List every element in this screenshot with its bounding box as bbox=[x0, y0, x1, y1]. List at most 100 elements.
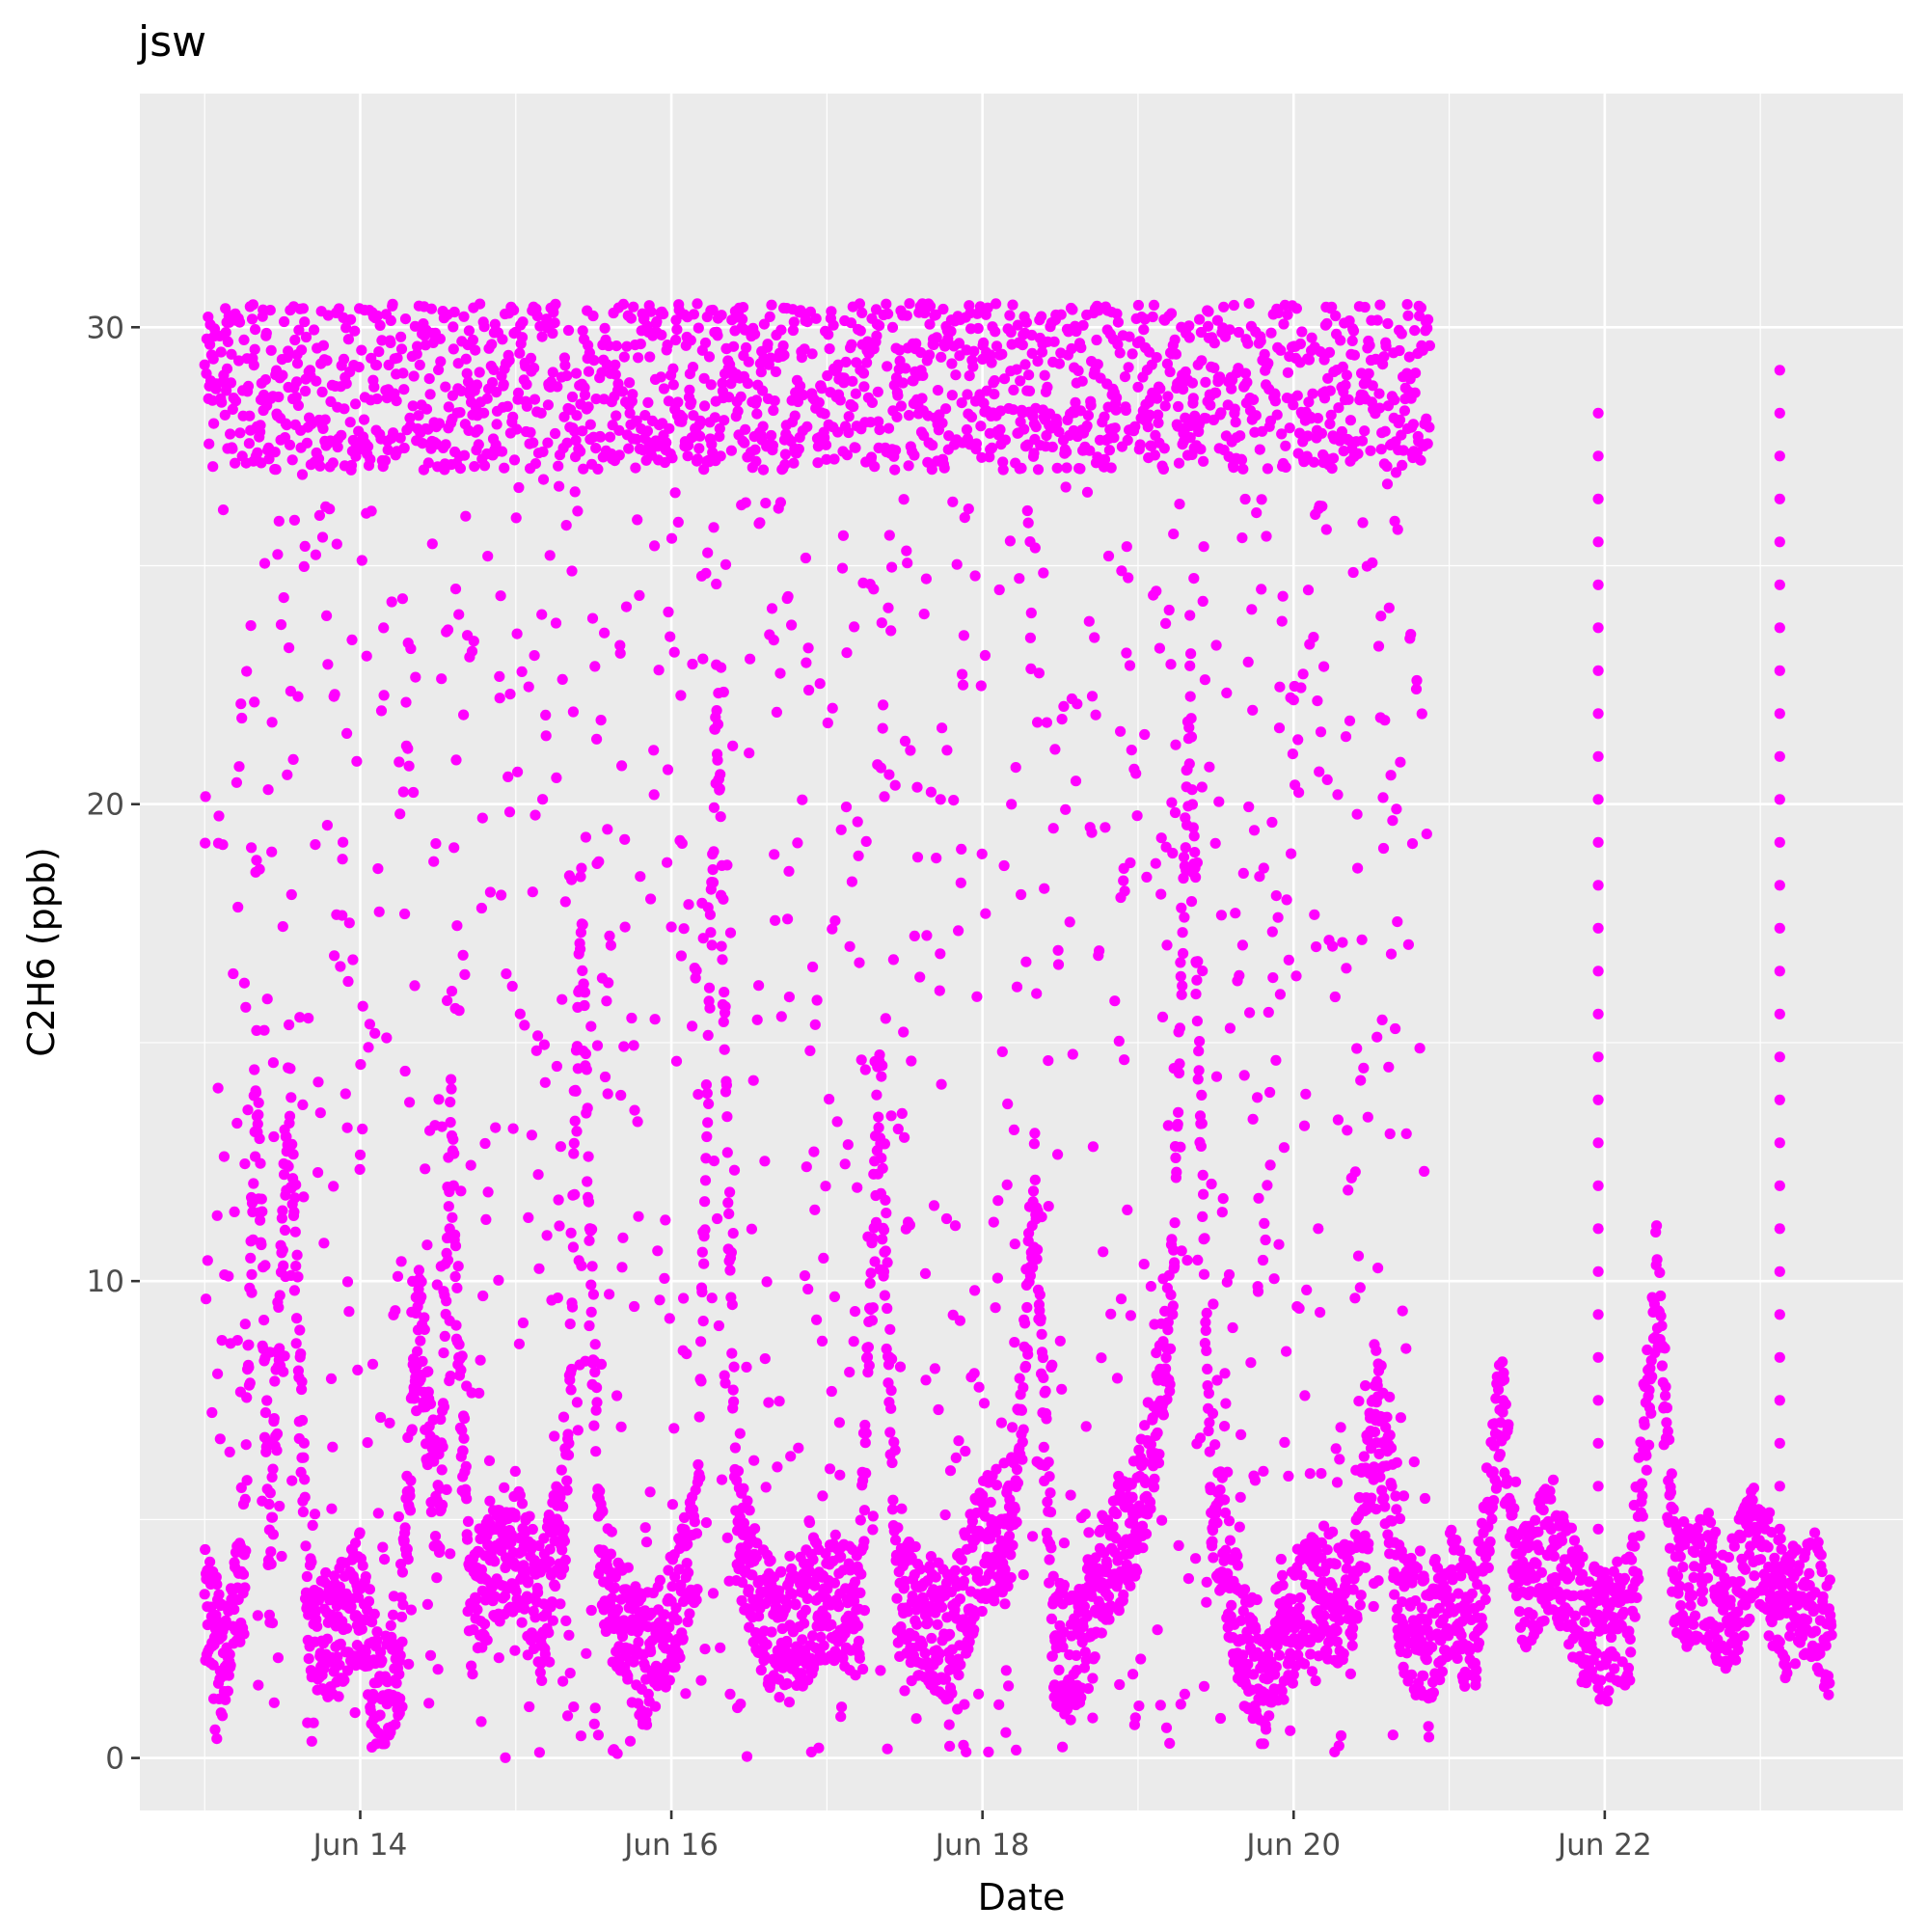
data-point bbox=[435, 356, 446, 367]
data-point bbox=[1186, 784, 1197, 795]
data-point bbox=[948, 795, 959, 805]
data-point bbox=[767, 603, 777, 613]
data-point bbox=[708, 1588, 719, 1598]
data-point bbox=[357, 555, 367, 565]
data-point bbox=[1192, 1255, 1203, 1265]
data-point bbox=[1126, 1310, 1136, 1320]
data-point bbox=[797, 795, 807, 805]
data-point bbox=[255, 1133, 265, 1144]
data-point bbox=[466, 1160, 476, 1171]
data-point bbox=[458, 710, 469, 721]
data-point bbox=[979, 1398, 990, 1408]
data-point bbox=[929, 1200, 939, 1211]
data-point bbox=[590, 1339, 601, 1349]
data-point bbox=[924, 349, 935, 360]
data-point bbox=[855, 1588, 865, 1598]
data-point bbox=[1016, 889, 1026, 900]
data-point bbox=[855, 1514, 866, 1525]
data-point bbox=[953, 925, 964, 936]
data-point bbox=[255, 1158, 265, 1169]
data-point bbox=[534, 1747, 545, 1757]
data-point bbox=[1067, 304, 1077, 314]
data-point bbox=[447, 986, 457, 996]
data-point bbox=[891, 412, 902, 422]
data-point bbox=[1174, 458, 1184, 469]
data-point bbox=[1176, 903, 1186, 913]
data-point bbox=[1253, 1193, 1263, 1204]
data-point bbox=[1059, 1537, 1070, 1548]
data-point bbox=[517, 1498, 528, 1509]
data-point bbox=[1029, 1138, 1040, 1149]
data-point bbox=[408, 787, 419, 798]
data-point bbox=[355, 1150, 366, 1160]
data-point bbox=[762, 339, 773, 349]
data-point bbox=[633, 1637, 643, 1647]
data-point bbox=[326, 1504, 337, 1514]
data-point bbox=[469, 636, 479, 646]
data-point bbox=[1230, 908, 1240, 918]
data-point bbox=[448, 842, 459, 853]
data-point bbox=[717, 310, 727, 320]
data-point bbox=[455, 1185, 466, 1196]
data-point bbox=[1149, 300, 1159, 311]
data-point bbox=[1131, 1565, 1142, 1576]
data-point bbox=[1122, 1205, 1132, 1215]
data-point bbox=[1195, 1432, 1206, 1443]
data-point bbox=[311, 376, 321, 387]
data-point bbox=[1044, 1456, 1054, 1467]
data-point bbox=[402, 1543, 413, 1554]
data-point bbox=[300, 1540, 311, 1551]
data-point bbox=[1171, 1167, 1181, 1178]
data-point bbox=[263, 1499, 274, 1510]
data-point bbox=[219, 1152, 230, 1162]
data-point bbox=[828, 320, 839, 331]
data-point bbox=[936, 794, 946, 804]
data-point bbox=[499, 463, 509, 474]
data-point bbox=[821, 440, 831, 450]
data-point bbox=[405, 1475, 416, 1485]
data-point bbox=[565, 1319, 576, 1329]
data-point bbox=[801, 1605, 811, 1616]
data-point bbox=[1038, 567, 1048, 578]
data-point bbox=[312, 1167, 323, 1178]
data-point bbox=[517, 332, 528, 342]
data-point bbox=[539, 1040, 550, 1050]
data-point bbox=[212, 1369, 223, 1379]
data-point bbox=[648, 745, 659, 755]
data-point bbox=[248, 1178, 258, 1188]
data-point bbox=[868, 1510, 879, 1521]
data-point bbox=[1199, 1269, 1209, 1280]
data-point bbox=[511, 423, 522, 434]
data-point bbox=[329, 950, 339, 961]
data-point bbox=[350, 398, 361, 409]
data-point bbox=[596, 715, 607, 725]
data-point bbox=[396, 1256, 407, 1266]
data-point bbox=[1194, 1065, 1205, 1075]
data-point bbox=[790, 411, 801, 422]
data-point bbox=[449, 307, 460, 317]
data-point bbox=[886, 1457, 897, 1468]
data-point bbox=[891, 1593, 902, 1604]
data-point bbox=[448, 1148, 459, 1158]
data-point bbox=[674, 1652, 685, 1663]
data-point bbox=[576, 1730, 586, 1741]
data-point bbox=[604, 1289, 614, 1299]
data-point bbox=[1174, 1058, 1184, 1069]
data-point bbox=[853, 1620, 863, 1631]
data-point bbox=[297, 1100, 308, 1110]
data-point bbox=[355, 1059, 366, 1070]
data-point bbox=[867, 1524, 878, 1535]
data-point bbox=[267, 717, 278, 727]
data-point bbox=[905, 745, 915, 755]
data-point bbox=[937, 1079, 947, 1090]
data-point bbox=[339, 1674, 349, 1685]
data-point bbox=[459, 969, 470, 980]
data-point bbox=[553, 461, 563, 472]
data-point bbox=[561, 1476, 572, 1486]
data-point bbox=[211, 1733, 222, 1744]
data-point bbox=[885, 625, 896, 636]
data-point bbox=[1021, 1302, 1032, 1313]
data-point bbox=[363, 1437, 373, 1448]
data-point bbox=[709, 803, 720, 813]
data-point bbox=[705, 927, 716, 938]
